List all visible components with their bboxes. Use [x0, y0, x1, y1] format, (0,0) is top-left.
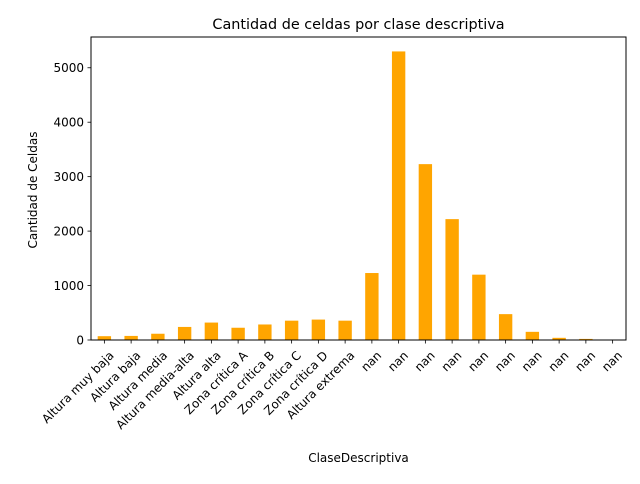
y-axis-title: Cantidad de Celdas [26, 132, 40, 249]
x-tick-label-11: nan [385, 348, 411, 374]
bars-layer [98, 51, 620, 340]
x-tick-label-14: nan [465, 348, 491, 374]
bar-7 [285, 321, 298, 340]
y-tick-label-5: 5000 [53, 61, 84, 75]
bar-5 [231, 328, 244, 340]
bar-1 [124, 336, 137, 340]
bar-14 [472, 275, 485, 340]
y-axis: 0 1000 2000 3000 4000 5000 [53, 61, 91, 347]
bar-9 [338, 321, 351, 340]
chart-title: Cantidad de celdas por clase descriptiva [212, 17, 504, 33]
bar-8 [312, 320, 325, 340]
y-tick-label-1: 1000 [53, 279, 84, 293]
bar-3 [178, 327, 191, 340]
bar-6 [258, 324, 271, 340]
bar-13 [445, 219, 458, 340]
x-tick-label-12: nan [412, 348, 438, 374]
x-tick-label-10: nan [358, 348, 384, 374]
plot-frame [91, 37, 626, 340]
bar-4 [205, 323, 218, 340]
bar-12 [419, 164, 432, 340]
bar-2 [151, 334, 164, 340]
bar-15 [499, 314, 512, 340]
x-tick-label-17: nan [546, 348, 572, 374]
x-tick-label-18: nan [572, 348, 598, 374]
bar-11 [392, 51, 405, 340]
y-tick-label-2: 2000 [53, 224, 84, 238]
bar-0 [98, 336, 111, 340]
y-tick-label-0: 0 [76, 333, 84, 347]
y-tick-label-3: 3000 [53, 170, 84, 184]
y-tick-label-4: 4000 [53, 116, 84, 130]
x-tick-label-16: nan [519, 348, 545, 374]
x-axis-title: ClaseDescriptiva [308, 451, 409, 465]
x-tick-label-13: nan [439, 348, 465, 374]
bar-10 [365, 273, 378, 340]
bar-16 [526, 332, 539, 340]
x-tick-label-15: nan [492, 348, 518, 374]
x-tick-label-19: nan [599, 348, 625, 374]
